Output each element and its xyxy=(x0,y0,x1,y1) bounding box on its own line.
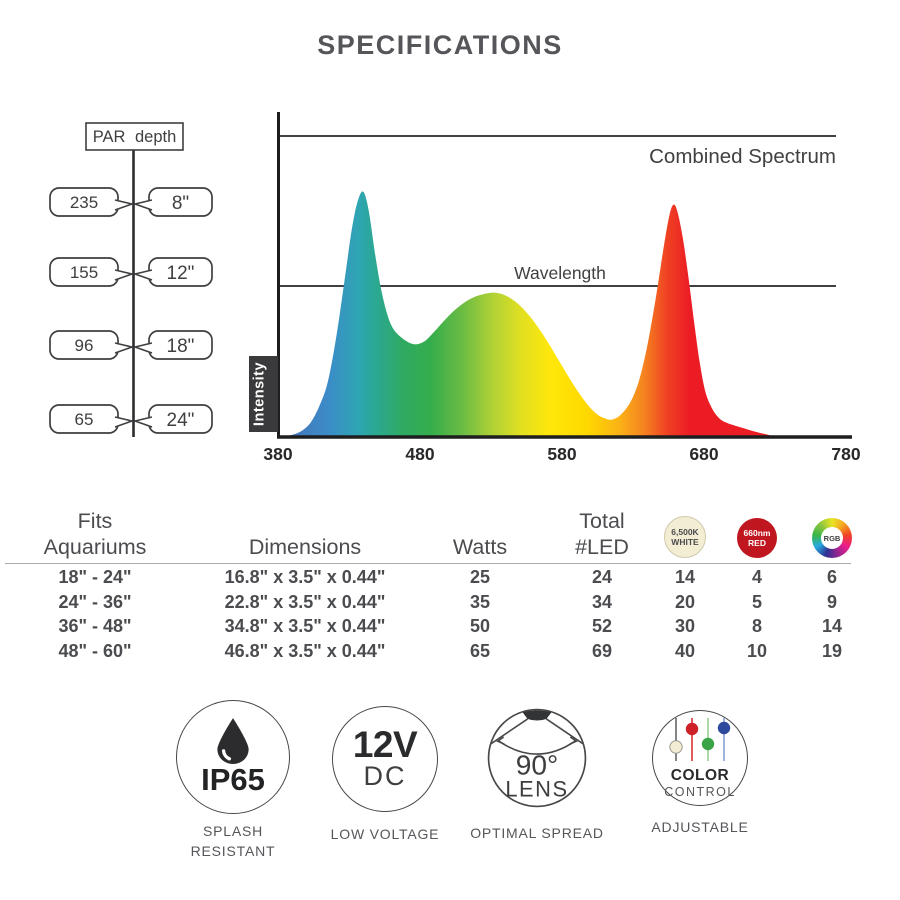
table-cell: 52 xyxy=(591,616,613,636)
col-header-dimensions: Dimensions xyxy=(248,535,362,560)
depth-value: 18" xyxy=(167,336,195,357)
spectrum-curve xyxy=(285,191,775,437)
combined-spectrum-label: Combined Spectrum xyxy=(649,145,836,168)
table-cell: 50 xyxy=(469,616,491,636)
table-cell: 4 xyxy=(751,567,762,587)
table-cell: 18" - 24" xyxy=(58,567,132,587)
lens-label: LENS xyxy=(505,777,568,802)
x-tick-label: 380 xyxy=(263,444,292,464)
col-header-6500k-white: 6,500K WHITE xyxy=(664,500,706,561)
table-cell: 40 xyxy=(674,640,696,661)
rgb-color-wheel-icon: RGB xyxy=(812,518,852,558)
table-cell: 24" - 36" xyxy=(58,591,132,612)
x-tick-label: 680 xyxy=(689,444,718,464)
table-cell: 30 xyxy=(674,616,696,636)
lens-angle-label: 90° xyxy=(516,750,559,781)
table-header-divider xyxy=(5,563,851,564)
color-sliders-icon xyxy=(669,718,731,761)
par-depth-header-box xyxy=(85,122,184,151)
dc-label: DC xyxy=(363,761,407,792)
depth-value: 8" xyxy=(172,193,189,214)
voltage-label: 12V xyxy=(352,724,418,766)
intensity-axis-label: Intensity xyxy=(252,362,268,426)
table-cell: 8 xyxy=(751,616,762,636)
table-row: 18" - 24" 16.8" x 3.5" x 0.44" 25 24 14 4 6 xyxy=(5,565,851,590)
table-cell: 69 xyxy=(591,640,613,661)
table-cell: 46.8" x 3.5" x 0.44" xyxy=(224,640,386,661)
table-cell: 36" - 48" xyxy=(58,616,132,636)
badge-color-control: COLOR CONTROL ADJUSTABLE xyxy=(610,710,790,838)
col-header-rgb: RGB xyxy=(812,500,852,561)
water-drop-icon xyxy=(217,718,249,764)
par-row: 235 8" xyxy=(49,187,213,217)
par-depth-diagram: PAR depth 235 8" 155 12" 96 18" 65 24" xyxy=(49,122,213,437)
badge-lens: 90° LENS OPTIMAL SPREAD xyxy=(447,708,627,844)
spec-table: Fits Aquariums Dimensions Watts Total #L… xyxy=(5,500,852,663)
table-cell: 20 xyxy=(674,591,696,612)
adjustable-caption: ADJUSTABLE xyxy=(651,819,749,835)
intensity-label-box xyxy=(249,356,278,432)
table-cell: 34 xyxy=(591,591,613,612)
table-cell: 65 xyxy=(469,640,491,661)
col-header-660nm-red: 660nm RED xyxy=(701,500,813,561)
low-voltage-caption: LOW VOLTAGE xyxy=(330,826,440,842)
wavelength-label: Wavelength xyxy=(514,263,606,283)
par-value: 96 xyxy=(75,336,94,355)
table-cell: 16.8" x 3.5" x 0.44" xyxy=(224,567,386,587)
table-cell: 19 xyxy=(821,640,843,661)
ip65-circle: IP65 xyxy=(176,700,290,814)
table-cell: 14 xyxy=(674,567,696,587)
table-cell: 34.8" x 3.5" x 0.44" xyxy=(224,616,386,636)
table-cell: 35 xyxy=(469,591,491,612)
x-tick-label: 580 xyxy=(547,444,576,464)
col-header-total-led: Total #LED xyxy=(575,509,629,560)
color-control-circle: COLOR CONTROL xyxy=(652,710,748,806)
optimal-spread-caption: OPTIMAL SPREAD xyxy=(470,825,604,841)
lens-90-degree-icon: 90° LENS xyxy=(487,708,587,808)
table-row: 48" - 60" 46.8" x 3.5" x 0.44" 65 69 40 10 19 xyxy=(5,639,851,664)
red-led-icon: 660nm RED xyxy=(737,518,777,558)
table-cell: 5 xyxy=(751,591,762,612)
par-depth-header-label: PAR depth xyxy=(93,128,177,146)
col-header-watts: Watts xyxy=(452,535,508,560)
color-label: COLOR xyxy=(670,767,730,784)
table-cell: 25 xyxy=(469,567,491,587)
white-led-icon: 6,500K WHITE xyxy=(664,516,706,558)
ip65-label: IP65 xyxy=(201,762,265,797)
spectrum-chart: Combined Spectrum Wavelength Intensity 3… xyxy=(249,112,861,464)
par-value: 65 xyxy=(75,410,94,429)
x-tick-label: 780 xyxy=(831,444,860,464)
voltage-circle: 12V DC xyxy=(332,706,438,812)
table-cell: 22.8" x 3.5" x 0.44" xyxy=(224,591,386,612)
depth-value: 12" xyxy=(167,263,195,284)
table-cell: 48" - 60" xyxy=(58,640,132,661)
x-tick-label: 480 xyxy=(405,444,434,464)
table-cell: 6 xyxy=(826,567,837,587)
table-cell: 10 xyxy=(746,640,768,661)
depth-value: 24" xyxy=(167,410,195,431)
page-title: SPECIFICATIONS xyxy=(317,30,563,60)
x-axis-tick-labels: 380 480 580 680 780 xyxy=(263,444,860,464)
par-row: 155 12" xyxy=(49,257,213,287)
par-row: 96 18" xyxy=(49,330,213,360)
par-value: 235 xyxy=(70,193,98,212)
table-cell: 9 xyxy=(826,591,837,612)
col-header-fits-aquariums: Fits Aquariums xyxy=(43,509,147,560)
table-row: 36" - 48" 34.8" x 3.5" x 0.44" 50 52 30 8 14 xyxy=(5,614,851,639)
table-cell: 24 xyxy=(591,567,613,587)
table-cell: 14 xyxy=(821,616,843,636)
ip65-caption: SPLASH RESISTANT xyxy=(190,823,276,859)
table-row: 24" - 36" 22.8" x 3.5" x 0.44" 35 34 20 5 9 xyxy=(5,590,851,615)
table-body: 18" - 24" 16.8" x 3.5" x 0.44" 25 24 14 4 6 24"… xyxy=(5,565,851,663)
table-header-row: Fits Aquariums Dimensions Watts Total #L… xyxy=(5,500,852,561)
par-row: 65 24" xyxy=(49,404,213,434)
control-label: CONTROL xyxy=(664,785,736,799)
badge-low-voltage: 12V DC LOW VOLTAGE xyxy=(300,706,470,845)
badge-ip65: IP65 SPLASH RESISTANT xyxy=(148,700,318,861)
par-value: 155 xyxy=(70,263,98,282)
